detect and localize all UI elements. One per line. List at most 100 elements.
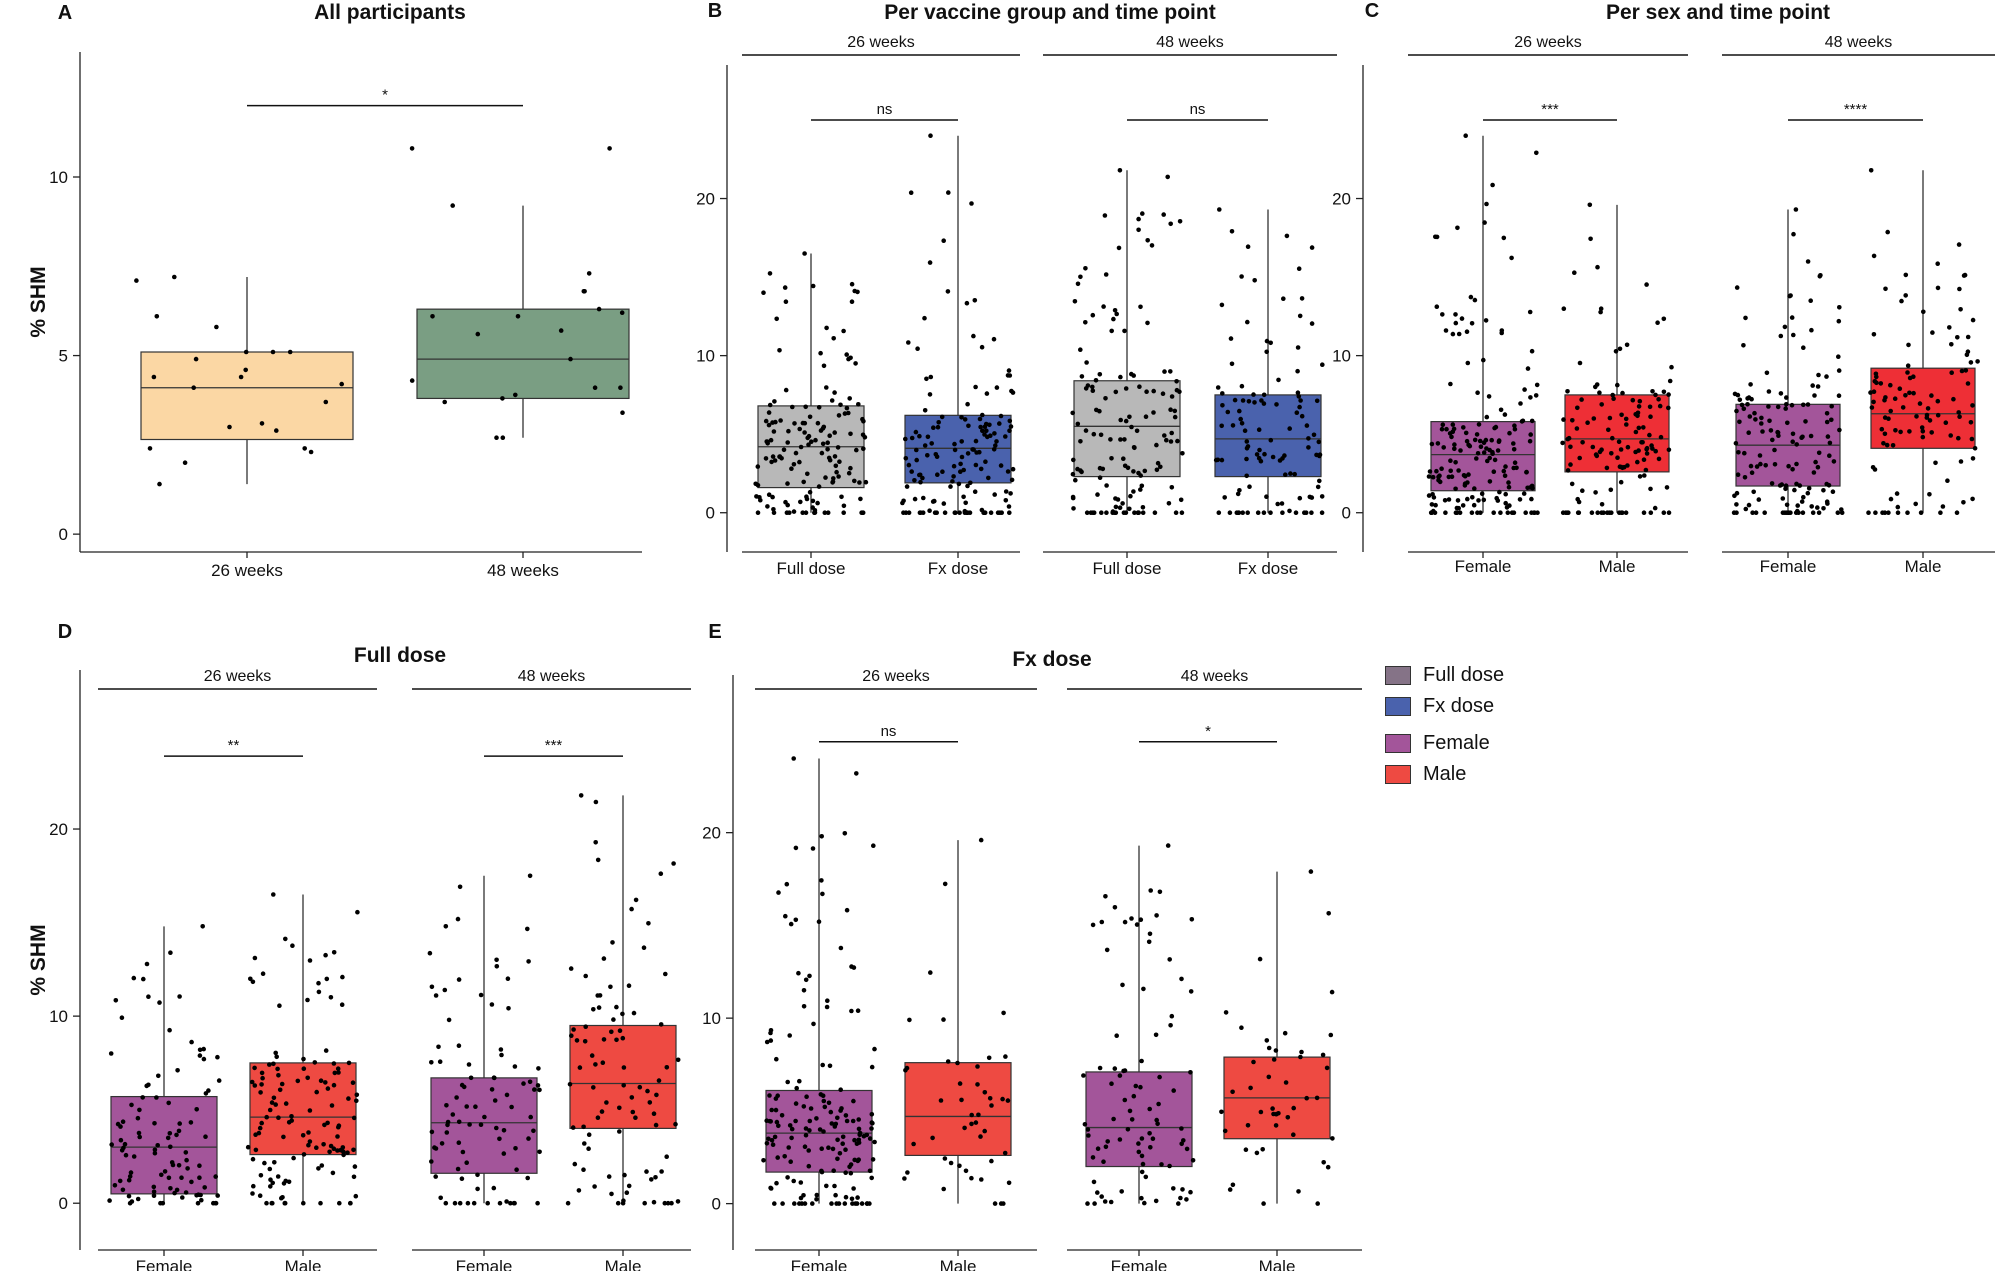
data-point [1083,428,1089,433]
data-point [1821,488,1826,493]
data-point [184,1157,189,1163]
data-point [1128,493,1133,499]
data-point [446,1017,452,1023]
data-point [755,510,761,515]
data-point [1174,387,1180,393]
data-point [429,1129,435,1135]
data-point [1179,976,1184,982]
data-point [1184,1197,1189,1202]
data-point [814,1116,819,1121]
data-point [1903,272,1909,278]
data-point [1282,1030,1288,1036]
data-point [843,1194,849,1200]
data-point [974,450,979,455]
panel-letter: A [58,2,72,24]
data-point [1268,437,1274,443]
panel-title: All participants [314,1,466,24]
data-point [1836,393,1842,399]
data-point [1309,321,1315,326]
data-point [620,1035,626,1041]
data-point [1794,442,1799,447]
data-point [788,921,794,927]
data-point [1171,1186,1176,1191]
data-point [151,374,157,380]
x-tick-label: Fx dose [1238,559,1298,578]
data-point [281,1134,286,1140]
data-point [1239,274,1244,279]
legend-label: Male [1423,763,1467,785]
data-point [1590,444,1596,450]
data-point [1797,483,1803,488]
data-point [1741,343,1746,348]
data-point [1791,332,1796,338]
data-point [1167,957,1172,962]
data-point [1607,510,1612,515]
data-point [1609,451,1614,456]
data-point [1599,510,1604,515]
y-tick-label: 0 [1342,504,1351,523]
data-point [1281,296,1286,302]
data-point [1502,412,1508,417]
data-point [1103,894,1108,899]
data-point [1317,478,1322,484]
data-point [784,510,790,515]
y-axis-label: % SHM [27,924,50,995]
data-point [274,428,279,433]
data-point [182,460,188,466]
data-point [810,1201,815,1206]
data-point [1794,461,1799,467]
data-point [823,475,828,480]
data-point [917,433,922,439]
data-point [409,378,415,383]
data-point [1463,133,1468,138]
data-point [1134,922,1140,927]
data-point [645,1088,650,1094]
data-point [291,1155,296,1161]
data-point [216,1078,222,1083]
data-point [1810,510,1816,515]
data-point [932,498,937,504]
data-point [1779,482,1785,487]
data-point [786,1145,791,1150]
data-point [1255,510,1261,515]
data-point [1585,420,1590,426]
data-point [850,1118,856,1124]
data-point [521,1081,526,1086]
data-point [276,1115,281,1120]
data-point [921,495,926,501]
data-point [1511,465,1516,471]
data-point [993,443,998,448]
data-point [1475,510,1480,515]
data-point [1320,362,1325,368]
data-point [1495,448,1501,453]
data-point [1805,259,1811,264]
data-point [843,1113,849,1118]
data-point [1766,404,1771,409]
data-point [1748,463,1754,469]
data-point [1117,1073,1123,1078]
data-point [1935,285,1941,291]
data-point [965,451,971,456]
data-point [1484,414,1490,420]
data-point [177,994,182,999]
data-point [1240,398,1246,403]
data-point [1836,368,1842,373]
data-point [1237,408,1242,414]
data-point [1924,415,1930,420]
data-point [443,1200,449,1206]
data-point [1298,398,1303,403]
data-point [1264,349,1269,355]
data-point [928,970,933,975]
facet-label: 48 weeks [1825,34,1893,51]
data-point [855,1195,860,1200]
data-point [213,1174,218,1179]
data-point [1565,389,1570,394]
data-point [1304,1095,1309,1101]
data-point [492,1075,497,1081]
x-tick-label: Female [1455,557,1512,576]
data-point [1808,433,1814,439]
data-point [1247,484,1252,490]
data-point [903,456,909,461]
data-point [772,458,778,463]
data-point [593,799,599,805]
